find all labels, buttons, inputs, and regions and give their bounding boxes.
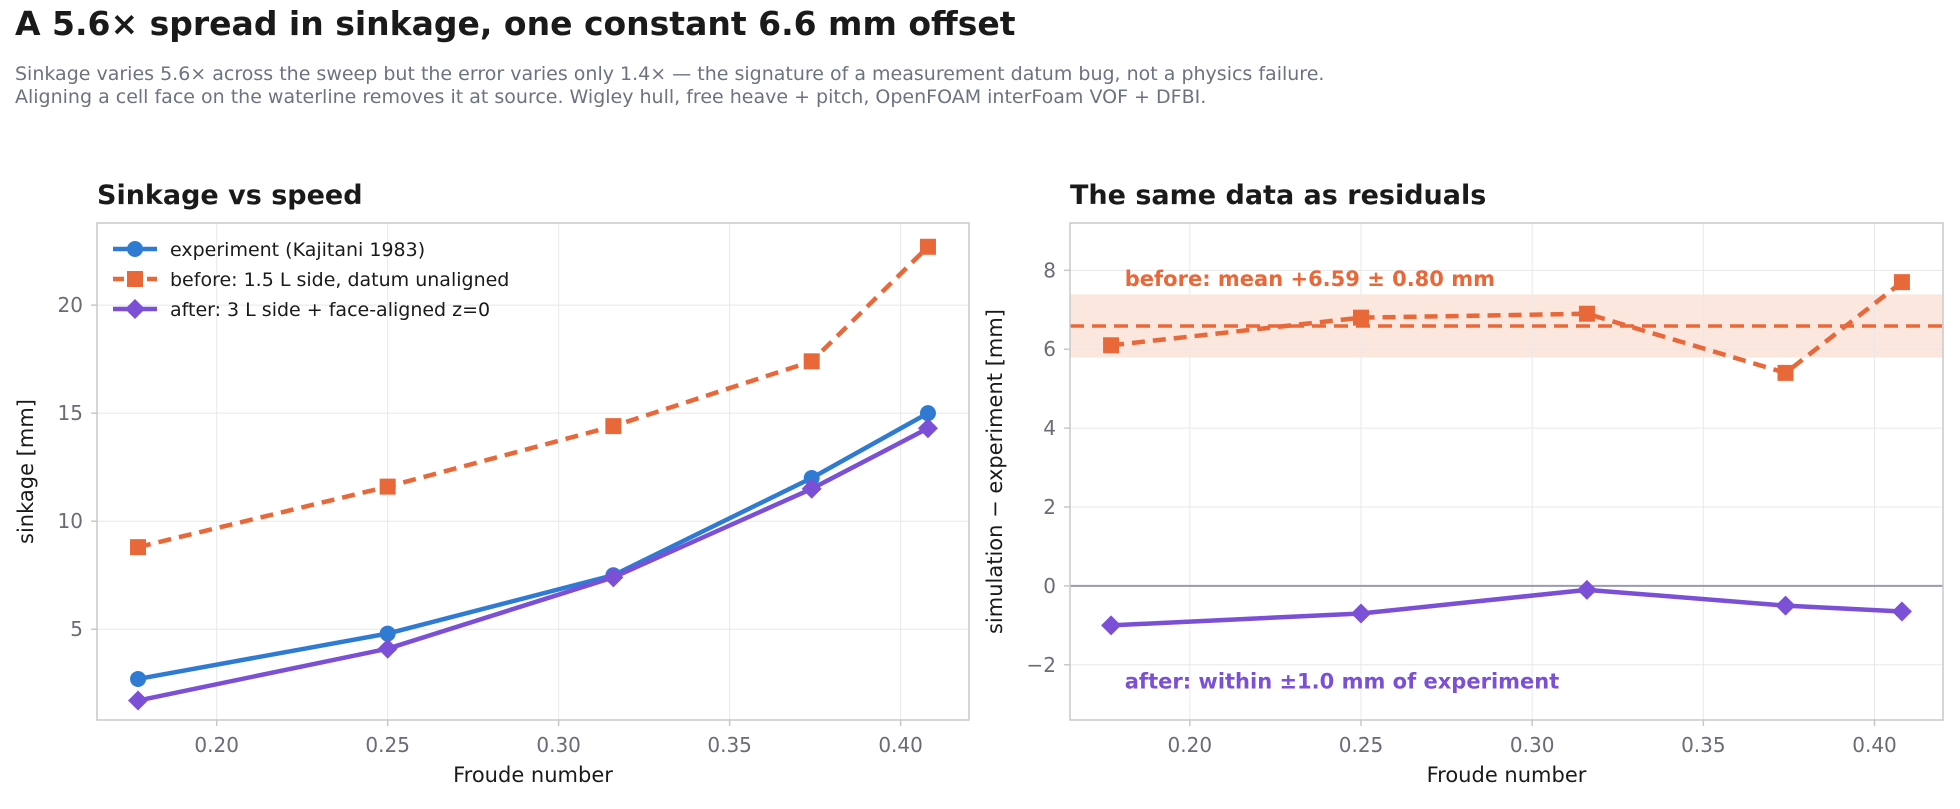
- data-point-before: [1353, 309, 1369, 326]
- annotation: before: mean +6.59 ± 0.80 mm: [1125, 267, 1495, 291]
- data-point-before: [1103, 337, 1120, 354]
- data-point-before: [1578, 305, 1595, 322]
- x-tick-label: 0.30: [536, 733, 581, 757]
- data-point-before: [1893, 274, 1910, 291]
- data-point-after: [603, 567, 624, 588]
- subtitle-line-1: Sinkage varies 5.6× across the sweep but…: [15, 63, 1325, 85]
- data-point-after: [1891, 601, 1912, 622]
- x-tick-label: 0.40: [1852, 733, 1897, 757]
- y-tick-label: 15: [58, 401, 83, 425]
- data-point-after: [1576, 579, 1597, 600]
- series-after: [128, 418, 938, 711]
- data-point-after: [801, 478, 822, 499]
- y-tick-label: 0: [1043, 574, 1056, 598]
- series-line-after: [137, 426, 930, 703]
- y-tick-label: 2: [1043, 495, 1056, 519]
- y-tick-label: 8: [1043, 258, 1056, 282]
- x-tick-label: 0.35: [707, 733, 752, 757]
- data-point-before: [803, 353, 820, 370]
- legend-entry: after: 3 L side + face-aligned z=0: [170, 299, 490, 321]
- chart-title: Sinkage vs speed: [97, 180, 363, 211]
- data-point-after: [1101, 615, 1122, 636]
- annotation: after: within ±1.0 mm of experiment: [1125, 669, 1560, 693]
- data-point-after: [1351, 603, 1371, 624]
- series-before: [130, 238, 936, 556]
- data-point-experiment: [379, 625, 396, 642]
- series-before: [1103, 274, 1910, 381]
- series-line-experiment: [137, 411, 930, 682]
- series-line-before: [137, 245, 930, 550]
- y-axis-label: simulation − experiment [mm]: [983, 309, 1007, 634]
- std-band: [1070, 294, 1943, 358]
- y-tick-label: 6: [1043, 337, 1056, 361]
- legend-marker: [125, 299, 145, 319]
- data-point-before: [379, 478, 396, 495]
- series-after: [1101, 579, 1912, 636]
- legend-marker: [127, 271, 143, 287]
- x-axis-label: Froude number: [1427, 763, 1587, 787]
- plot-frame: [1069, 222, 1944, 721]
- residuals-chart: The same data as residuals 0.20 0.25 0.30 0.…: [983, 180, 1944, 787]
- legend: experiment (Kajitani 1983) before: 1.5 L …: [113, 239, 509, 321]
- figure-title: A 5.6× spread in sinkage, one constant 6…: [15, 4, 1016, 43]
- sinkage-chart: Sinkage vs speed 0.20 0.25 0.30 0.35 0.40 5 10 1…: [14, 180, 970, 787]
- x-tick-label: 0.20: [194, 733, 239, 757]
- data-point-before: [919, 238, 936, 255]
- figure-subtitle: Sinkage varies 5.6× across the sweep but…: [15, 63, 1324, 109]
- chart-title: The same data as residuals: [1070, 180, 1486, 211]
- subtitle-line-2: Aligning a cell face on the waterline re…: [15, 86, 1207, 108]
- x-tick-label: 0.40: [878, 733, 923, 757]
- y-tick-label: 4: [1043, 416, 1056, 440]
- legend-entry: before: 1.5 L side, datum unaligned: [170, 269, 509, 291]
- data-point-after: [128, 690, 149, 711]
- y-tick-label: 5: [70, 617, 83, 641]
- x-tick-label: 0.35: [1681, 733, 1726, 757]
- x-tick-label: 0.30: [1510, 733, 1555, 757]
- data-point-before: [605, 418, 622, 435]
- x-axis-label: Froude number: [453, 763, 613, 787]
- x-tick-label: 0.25: [365, 733, 410, 757]
- data-point-experiment: [130, 670, 147, 687]
- data-point-before: [130, 539, 147, 556]
- legend-marker: [127, 241, 143, 257]
- data-point-after: [917, 418, 938, 439]
- plot-frame: [96, 222, 970, 721]
- x-tick-label: 0.25: [1339, 733, 1384, 757]
- y-tick-label: 20: [58, 293, 83, 317]
- x-tick-label: 0.20: [1168, 733, 1213, 757]
- data-point-experiment: [919, 405, 936, 422]
- legend-entry: experiment (Kajitani 1983): [170, 239, 425, 261]
- data-point-after: [1775, 595, 1796, 616]
- y-tick-label: 10: [58, 509, 83, 533]
- data-point-after: [377, 638, 398, 659]
- y-axis-label: sinkage [mm]: [14, 399, 38, 544]
- data-point-before: [1777, 364, 1794, 381]
- y-tick-label: −2: [1027, 653, 1056, 677]
- data-point-experiment: [803, 469, 820, 486]
